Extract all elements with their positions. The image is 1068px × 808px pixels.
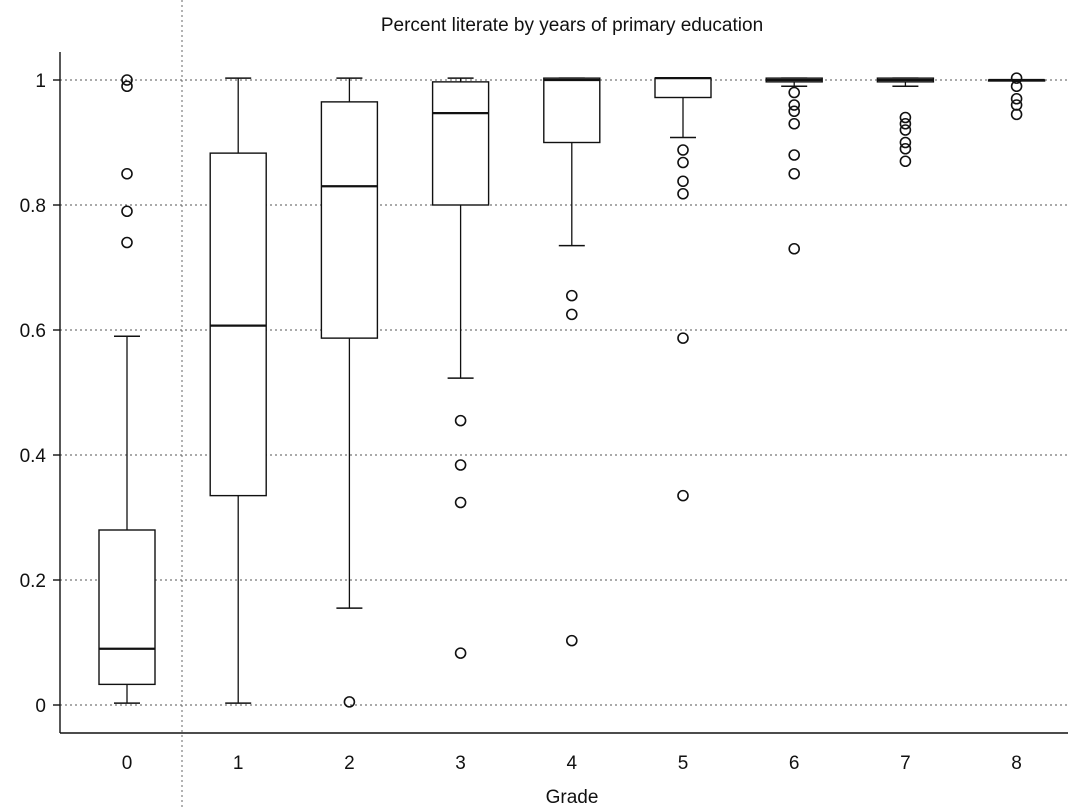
iqr-box (654, 77, 712, 99)
chart-title: Percent literate by years of primary edu… (381, 15, 763, 36)
iqr-box (543, 77, 601, 144)
x-tick-label: 6 (789, 753, 800, 774)
outlier-point (788, 86, 801, 99)
outlier-point (121, 236, 133, 249)
y-tick-labels: 0 0.2 0.4 0.6 0.8 1 (20, 71, 60, 717)
outlier-point (1010, 108, 1023, 121)
x-tick-label: 8 (1011, 753, 1022, 774)
box-group-grade-7 (876, 77, 935, 168)
x-tick-label: 7 (900, 753, 911, 774)
iqr-box (320, 101, 379, 339)
outlier-point (677, 144, 689, 156)
outlier-point (565, 634, 578, 647)
x-tick-label: 4 (567, 753, 578, 774)
outlier-point (454, 496, 467, 509)
outlier-point (899, 142, 912, 155)
outlier-point (788, 167, 801, 180)
x-tick-label: 0 (122, 753, 133, 774)
outlier-point (1010, 80, 1023, 93)
outlier-point (343, 696, 356, 708)
outlier-point (454, 414, 467, 427)
axis-layer (59, 52, 1068, 734)
box-group-grade-1 (209, 77, 267, 704)
y-tick-label: 0 (35, 696, 46, 717)
box-group-grade-0 (98, 74, 156, 704)
x-tick-label: 3 (455, 753, 466, 774)
x-tick-labels: 0 1 2 3 4 5 6 7 8 (122, 753, 1022, 774)
outlier-point (899, 155, 912, 168)
y-tick-label: 0.6 (20, 321, 46, 342)
outlier-point (454, 459, 467, 471)
outlier-point (677, 332, 689, 344)
outlier-point (1010, 99, 1023, 111)
outlier-point (788, 149, 801, 161)
outlier-point (121, 80, 133, 93)
y-tick-label: 0.8 (20, 196, 46, 217)
outlier-point (677, 175, 689, 188)
outlier-point (899, 111, 912, 124)
x-axis-title: Grade (546, 787, 599, 808)
x-tick-label: 5 (678, 753, 689, 774)
outlier-point (565, 308, 578, 321)
outlier-point (677, 489, 689, 502)
outlier-point (677, 187, 689, 200)
y-tick-label: 0.4 (20, 446, 47, 467)
box-group-grade-2 (320, 77, 379, 708)
x-tick-label: 1 (233, 753, 244, 774)
x-tick-label: 2 (344, 753, 355, 774)
outlier-point (899, 136, 912, 149)
outlier-point (121, 167, 133, 180)
box-group-grade-8 (987, 72, 1046, 121)
outlier-point (454, 647, 467, 659)
box-group-grade-5 (654, 77, 712, 502)
outlier-point (788, 105, 801, 118)
outlier-point (677, 156, 689, 169)
outlier-point (788, 99, 801, 111)
iqr-box (98, 529, 156, 686)
outlier-point (565, 289, 578, 302)
outlier-point (899, 124, 912, 136)
y-tick-label: 0.2 (20, 571, 46, 592)
outlier-point (1010, 72, 1023, 84)
outlier-point (1010, 92, 1023, 105)
outlier-point (121, 74, 133, 86)
iqr-box (431, 81, 490, 206)
y-tick-label: 1 (35, 71, 46, 92)
outlier-point (788, 242, 801, 255)
box-group-grade-4 (543, 77, 601, 647)
box-layer (98, 72, 1046, 708)
outlier-point (899, 117, 912, 130)
outlier-point (788, 117, 801, 130)
iqr-box (209, 152, 267, 497)
outlier-point (121, 205, 133, 218)
box-group-grade-3 (431, 77, 490, 659)
box-group-grade-6 (765, 77, 823, 255)
